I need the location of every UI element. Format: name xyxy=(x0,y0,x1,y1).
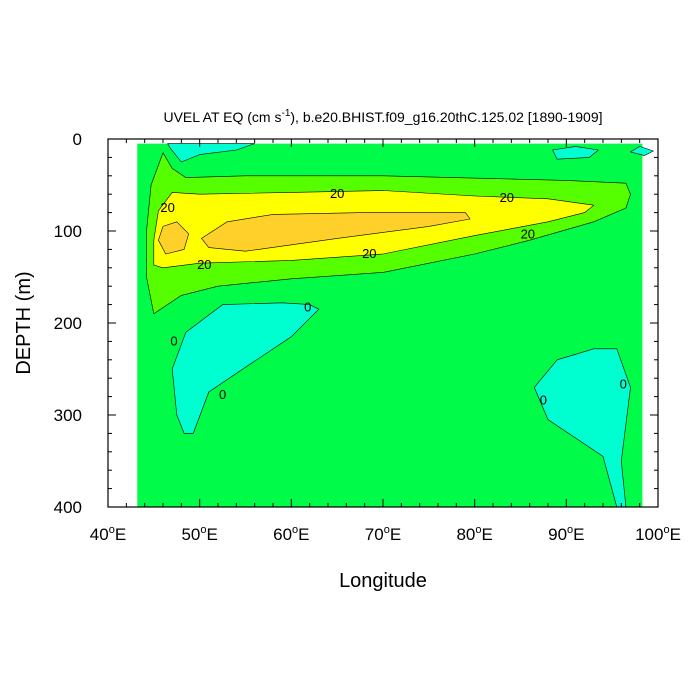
contour-region-neg-top-left xyxy=(167,143,255,163)
x-axis: 40oE 50oE 60oE 70oE 80oE 90oE 100oE xyxy=(90,139,681,544)
contour-region-core-b xyxy=(201,212,471,252)
chart-title: UVEL AT EQ (cm s-1), b.e20.BHIST.f09_g16… xyxy=(163,108,602,125)
x-tick-label: 50oE xyxy=(181,524,217,544)
contour-label: 0 xyxy=(540,392,547,407)
contour-label: 0 xyxy=(620,377,627,392)
contour-label: 20 xyxy=(362,246,376,261)
y-tick-label: 100 xyxy=(54,222,82,241)
contour-region-neg-top-right-b xyxy=(630,146,654,156)
contour-label: 20 xyxy=(500,190,514,205)
filled-contour-regions xyxy=(137,143,654,508)
contour-line-labels: 20 20 20 20 20 20 0 0 0 0 0 xyxy=(160,186,626,407)
x-tick-label: 80oE xyxy=(456,524,492,544)
contour-label: 0 xyxy=(304,299,311,314)
contour-region-core-a xyxy=(158,221,189,255)
contour-label: 0 xyxy=(170,333,177,348)
contour-region-neg-lower-left xyxy=(171,302,320,434)
contour-region-neg-lower-right xyxy=(533,348,631,508)
contour-label: 20 xyxy=(521,227,535,242)
contour-label: 20 xyxy=(160,200,174,215)
x-tick-label: 60oE xyxy=(273,524,309,544)
y-tick-label: 200 xyxy=(54,314,82,333)
x-axis-label: Longitude xyxy=(339,570,427,592)
contour-label: 20 xyxy=(197,257,211,272)
contour-region-neg-top-right-a xyxy=(552,146,599,160)
y-tick-label: 300 xyxy=(54,406,82,425)
contour-label: 20 xyxy=(330,186,344,201)
y-axis-label: DEPTH (m) xyxy=(13,271,35,374)
y-tick-label: 0 xyxy=(73,130,82,149)
x-tick-label: 40oE xyxy=(90,524,126,544)
contour-label: 0 xyxy=(219,387,226,402)
y-tick-label: 400 xyxy=(54,498,82,517)
x-tick-label: 90oE xyxy=(548,524,584,544)
x-tick-label: 100oE xyxy=(635,524,681,544)
x-tick-label: 70oE xyxy=(365,524,401,544)
